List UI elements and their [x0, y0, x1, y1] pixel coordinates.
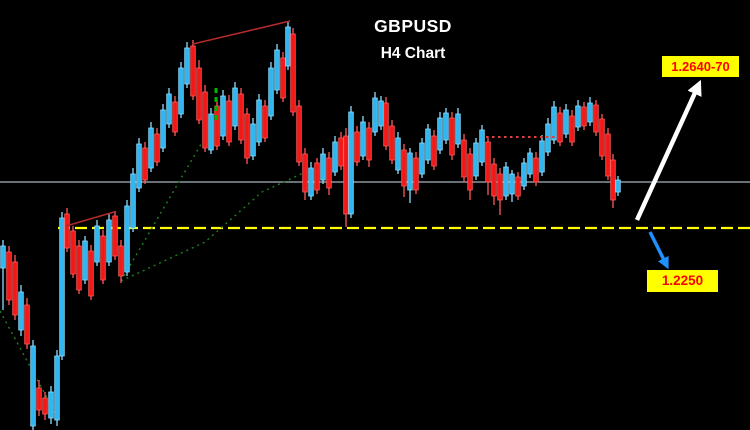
background-trendlines-layer [0, 121, 328, 419]
support-level-label: 1.2250 [647, 270, 718, 292]
resistance-zone-label: 1.2640-70 [662, 56, 739, 77]
foreground-trendlines-layer [65, 20, 556, 227]
levels-layer [0, 181, 750, 230]
arrows-layer [634, 79, 702, 270]
candles-layer [0, 21, 621, 430]
